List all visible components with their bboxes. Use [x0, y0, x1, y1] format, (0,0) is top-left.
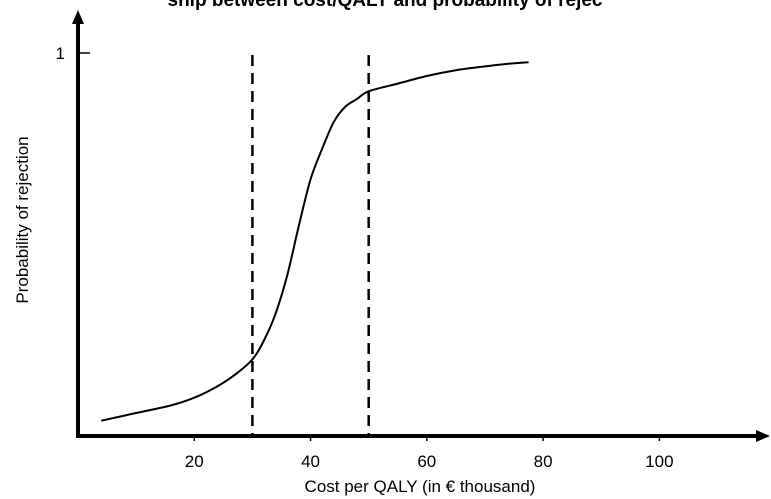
x-tick-label: 60	[417, 452, 436, 471]
x-axis-label: Cost per QALY (in € thousand)	[305, 477, 536, 496]
axes	[72, 10, 770, 442]
x-tick-label: 100	[645, 452, 673, 471]
series-group	[101, 61, 529, 422]
x-tick-label: 80	[534, 452, 553, 471]
tick-group: 20 40 60 80 100 1	[56, 44, 674, 471]
y-axis-arrow	[72, 10, 84, 24]
rejection-probability-curve	[101, 61, 529, 422]
chart-title: ship between cost/QALY and probability o…	[168, 0, 603, 11]
x-axis-arrow	[756, 430, 770, 442]
threshold-lines	[251, 55, 370, 434]
y-axis-label: Probability of rejection	[13, 136, 32, 303]
y-tick-label: 1	[56, 44, 65, 63]
x-tick-label: 20	[185, 452, 204, 471]
x-tick-label: 40	[301, 452, 320, 471]
